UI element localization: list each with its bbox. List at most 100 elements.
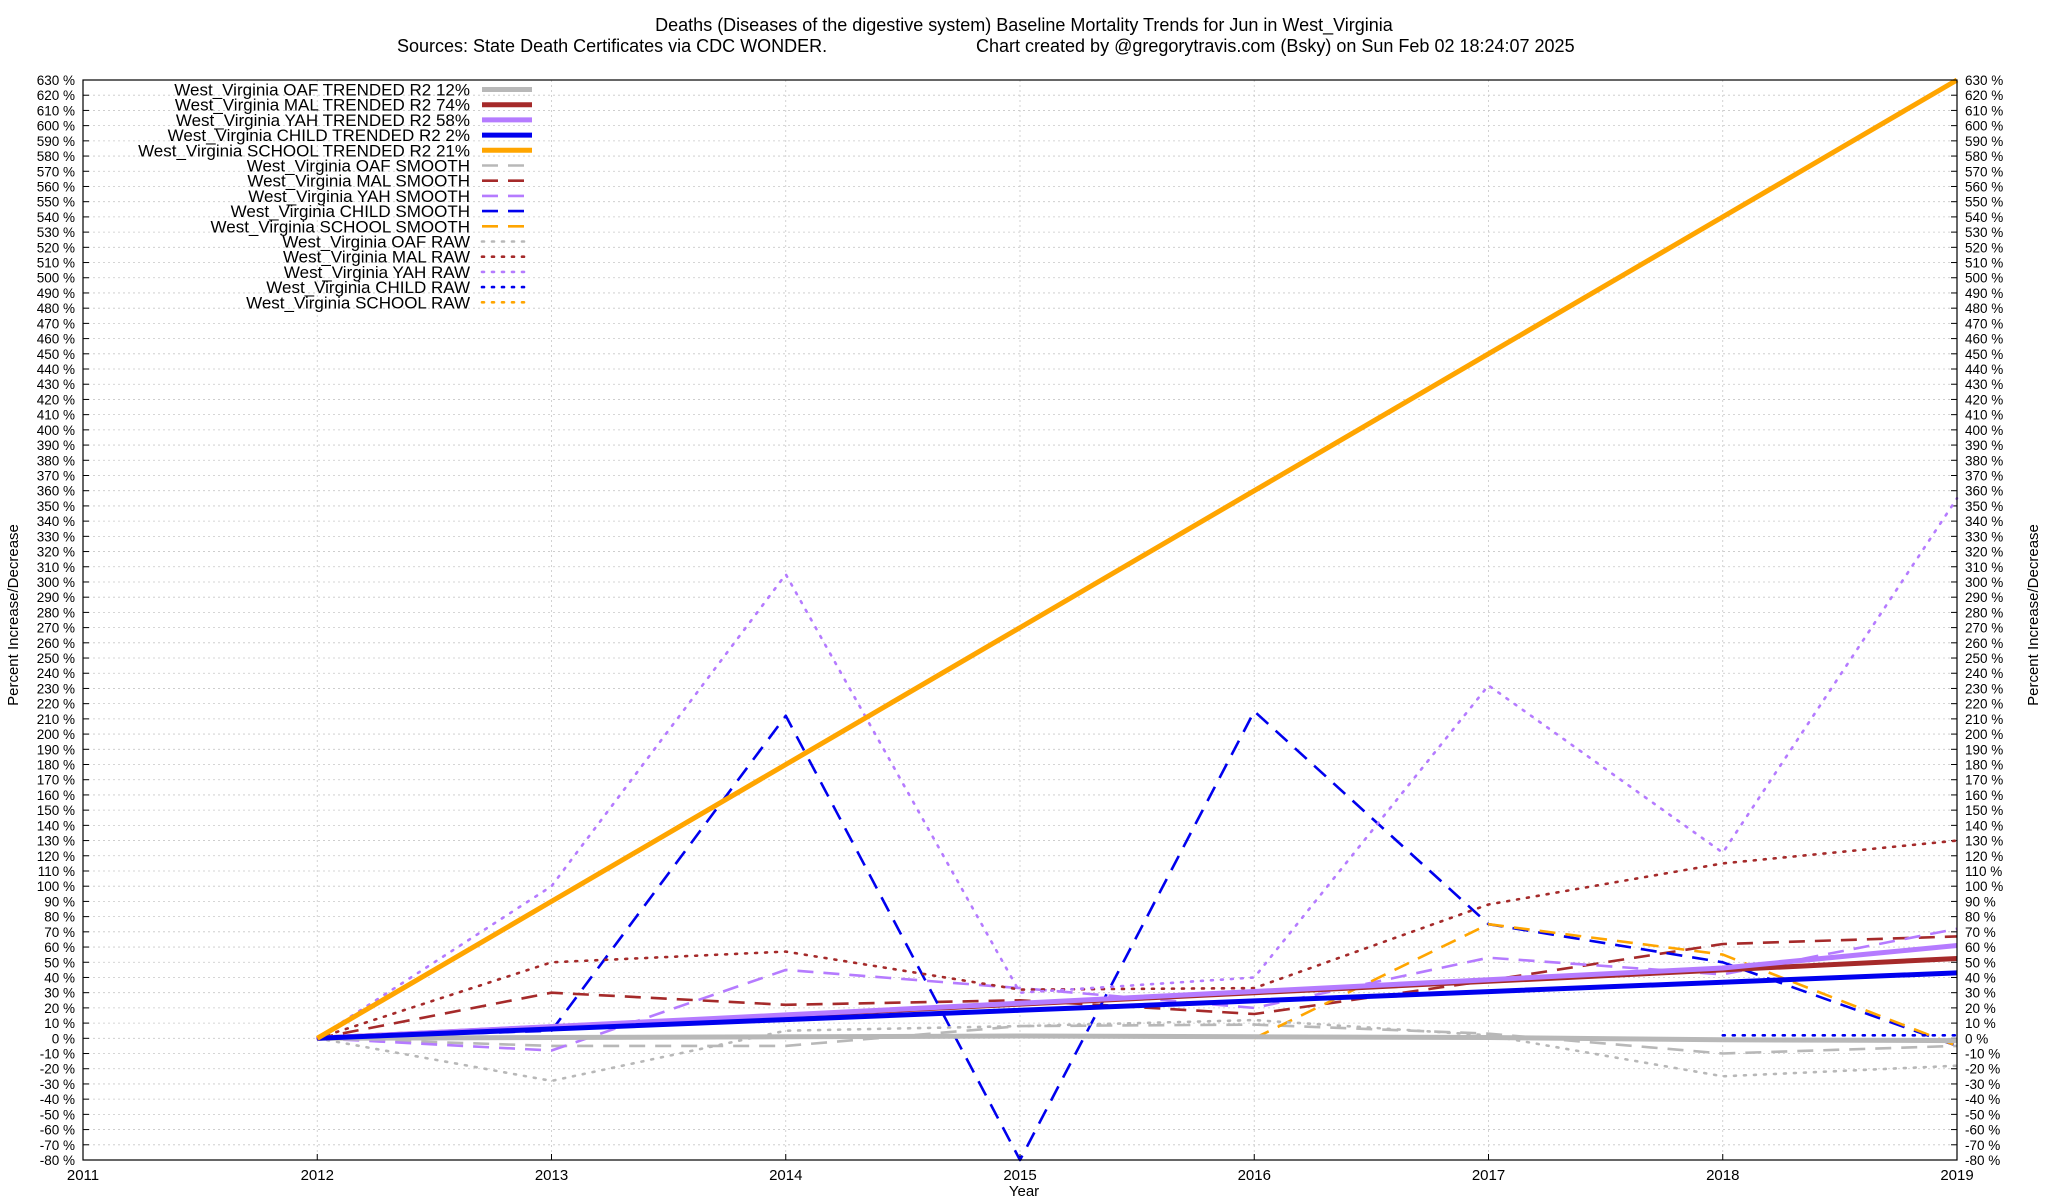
y-tick-label: 20 %: [44, 1001, 75, 1016]
legend-label: West_Virginia MAL SMOOTH: [247, 172, 470, 191]
x-tick-label: 2012: [301, 1167, 334, 1184]
y-tick-label: 80 %: [1965, 910, 1996, 925]
y-tick-label: 130 %: [37, 834, 75, 849]
y-tick-label: 230 %: [37, 681, 75, 696]
chart-legend: West_Virginia OAF TRENDED R2 12%West_Vir…: [138, 81, 534, 312]
y-tick-label: -50 %: [40, 1107, 75, 1122]
y-tick-label: 430 %: [1965, 377, 2003, 392]
y-tick-label: 240 %: [1965, 666, 2003, 681]
y-tick-label: 290 %: [37, 590, 75, 605]
y-tick-label: 110 %: [38, 864, 75, 879]
y-tick-label: 10 %: [44, 1016, 75, 1031]
y-tick-label: 320 %: [1965, 545, 2003, 560]
y-tick-label: 290 %: [1965, 590, 2003, 605]
y-tick-label: 250 %: [37, 651, 75, 666]
y-tick-label: 180 %: [1965, 758, 2003, 773]
y-tick-label: 170 %: [1965, 773, 2003, 788]
y-tick-label: 320 %: [37, 545, 75, 560]
y-tick-label: 590 %: [37, 134, 75, 149]
y-tick-label: 460 %: [1965, 332, 2003, 347]
legend-label: West_Virginia OAF SMOOTH: [247, 157, 470, 176]
legend-label: West_Virginia OAF RAW: [282, 233, 470, 252]
y-tick-label: 210 %: [37, 712, 75, 727]
y-tick-label: 350 %: [37, 499, 75, 514]
y-tick-label: 630 %: [1965, 73, 2003, 88]
series-line-12: [316, 839, 1959, 1040]
legend-label: West_Virginia SCHOOL SMOOTH: [211, 217, 470, 236]
y-tick-label: 160 %: [1965, 788, 2003, 803]
y-tick-label: 40 %: [44, 970, 75, 985]
y-tick-label: 140 %: [37, 818, 75, 833]
chart-title: Deaths (Diseases of the digestive system…: [655, 15, 1394, 36]
y-tick-label: 420 %: [1965, 392, 2003, 407]
legend-label: West_Virginia CHILD TRENDED R2 2%: [168, 126, 470, 145]
y-tick-label: 310 %: [1965, 560, 2003, 575]
y-tick-label: 490 %: [1965, 286, 2003, 301]
y-tick-label: 230 %: [1965, 681, 2003, 696]
y-tick-label: 450 %: [37, 347, 75, 362]
y-tick-label: 580 %: [1965, 149, 2003, 164]
y-tick-label: 190 %: [1965, 742, 2003, 757]
y-axis-label-right: Percent Increase/Decrease: [2025, 524, 2042, 706]
y-tick-label: 410 %: [37, 408, 75, 423]
y-tick-label: 390 %: [1965, 438, 2003, 453]
y-tick-label: -10 %: [40, 1047, 75, 1062]
y-tick-label: 200 %: [1965, 727, 2003, 742]
series-line-4: [317, 970, 1958, 1041]
y-tick-label: 340 %: [1965, 514, 2003, 529]
y-tick-label: 330 %: [1965, 529, 2003, 544]
y-tick-label: 480 %: [1965, 301, 2003, 316]
legend-label: West_Virginia MAL RAW: [283, 248, 470, 267]
legend-label: West_Virginia YAH TRENDED R2 58%: [176, 111, 470, 130]
y-tick-label: 550 %: [1965, 195, 2003, 210]
y-tick-label: 60 %: [44, 940, 75, 955]
x-tick-label: 2016: [1238, 1167, 1271, 1184]
y-tick-label: 610 %: [37, 103, 75, 118]
y-tick-label: 0 %: [1965, 1031, 1988, 1046]
y-tick-label: 190 %: [37, 742, 75, 757]
y-tick-label: 520 %: [1965, 240, 2003, 255]
y-tick-label: 440 %: [37, 362, 75, 377]
legend-label: West_Virginia CHILD RAW: [266, 278, 470, 297]
y-tick-label: 600 %: [37, 119, 75, 134]
y-tick-label: 370 %: [1965, 468, 2003, 483]
x-tick-label: 2015: [1003, 1167, 1036, 1184]
y-tick-label: 250 %: [1965, 651, 2003, 666]
y-tick-label: -80 %: [1965, 1153, 2000, 1168]
x-tick-label: 2013: [535, 1167, 568, 1184]
y-tick-label: -40 %: [40, 1092, 75, 1107]
y-tick-label: 440 %: [1965, 362, 2003, 377]
legend-label: West_Virginia CHILD SMOOTH: [231, 202, 470, 221]
y-tick-label: 30 %: [1965, 986, 1996, 1001]
y-tick-label: 240 %: [37, 666, 75, 681]
y-tick-label: -10 %: [1965, 1047, 2000, 1062]
y-tick-label: -60 %: [1965, 1123, 2000, 1138]
series-line-3: [317, 943, 1958, 1041]
y-tick-label: 520 %: [37, 240, 75, 255]
y-tick-label: 260 %: [37, 636, 75, 651]
y-axis-label-left: Percent Increase/Decrease: [5, 524, 22, 706]
y-tick-label: 100 %: [1965, 879, 2003, 894]
y-tick-label: -40 %: [1965, 1092, 2000, 1107]
series-line-1: [317, 1033, 1958, 1044]
series-line-6: [317, 1023, 1958, 1055]
y-tick-label: 270 %: [37, 621, 75, 636]
y-tick-label: 420 %: [37, 392, 75, 407]
y-tick-label: 610 %: [1965, 103, 2003, 118]
y-tick-label: 310 %: [37, 560, 75, 575]
y-tick-label: 170 %: [37, 773, 75, 788]
y-tick-label: 280 %: [1965, 605, 2003, 620]
y-tick-label: 150 %: [37, 803, 75, 818]
y-tick-label: 210 %: [1965, 712, 2003, 727]
y-tick-label: 590 %: [1965, 134, 2003, 149]
series-line-5: [316, 77, 1959, 1041]
series-line-13: [316, 497, 1959, 1040]
x-tick-label: 2011: [67, 1167, 99, 1184]
y-tick-label: 530 %: [37, 225, 75, 240]
x-tick-label: 2019: [1940, 1167, 1973, 1184]
y-tick-label: 360 %: [37, 484, 75, 499]
y-tick-label: 200 %: [37, 727, 75, 742]
y-tick-label: -20 %: [1965, 1062, 2000, 1077]
y-tick-label: 10 %: [1965, 1016, 1996, 1031]
